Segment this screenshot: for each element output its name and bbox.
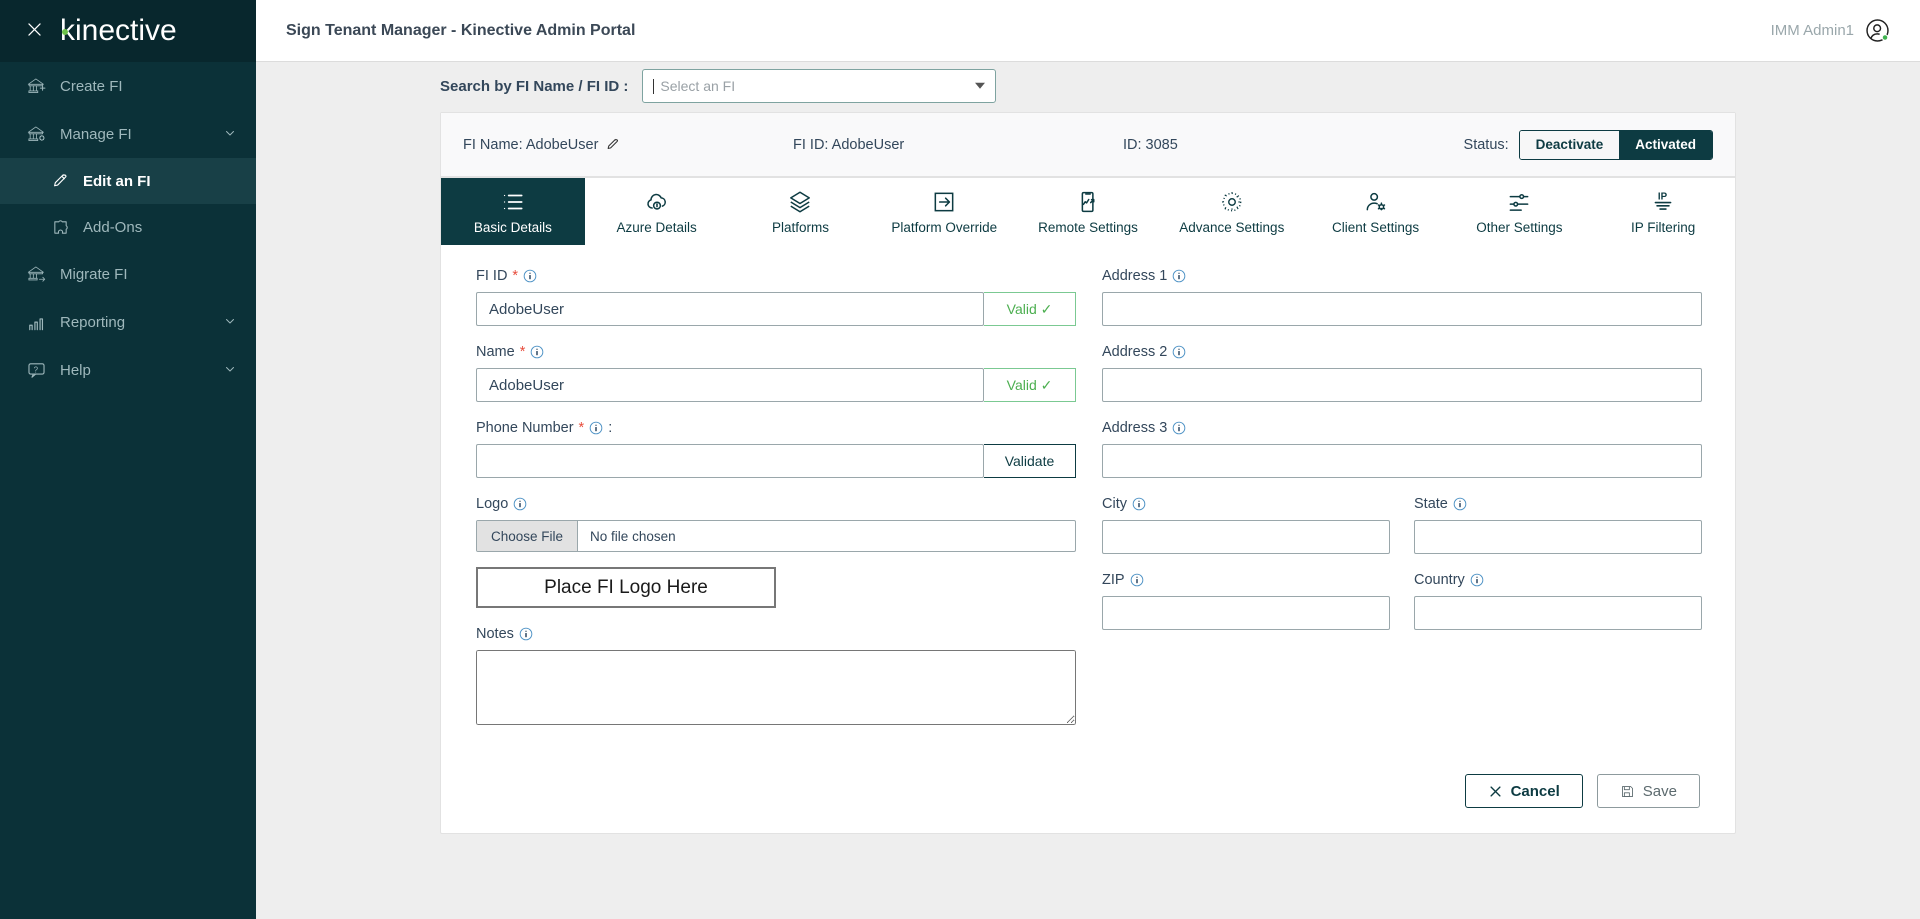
svg-text:?: ? — [34, 365, 39, 374]
svg-text:IP: IP — [1658, 191, 1668, 202]
